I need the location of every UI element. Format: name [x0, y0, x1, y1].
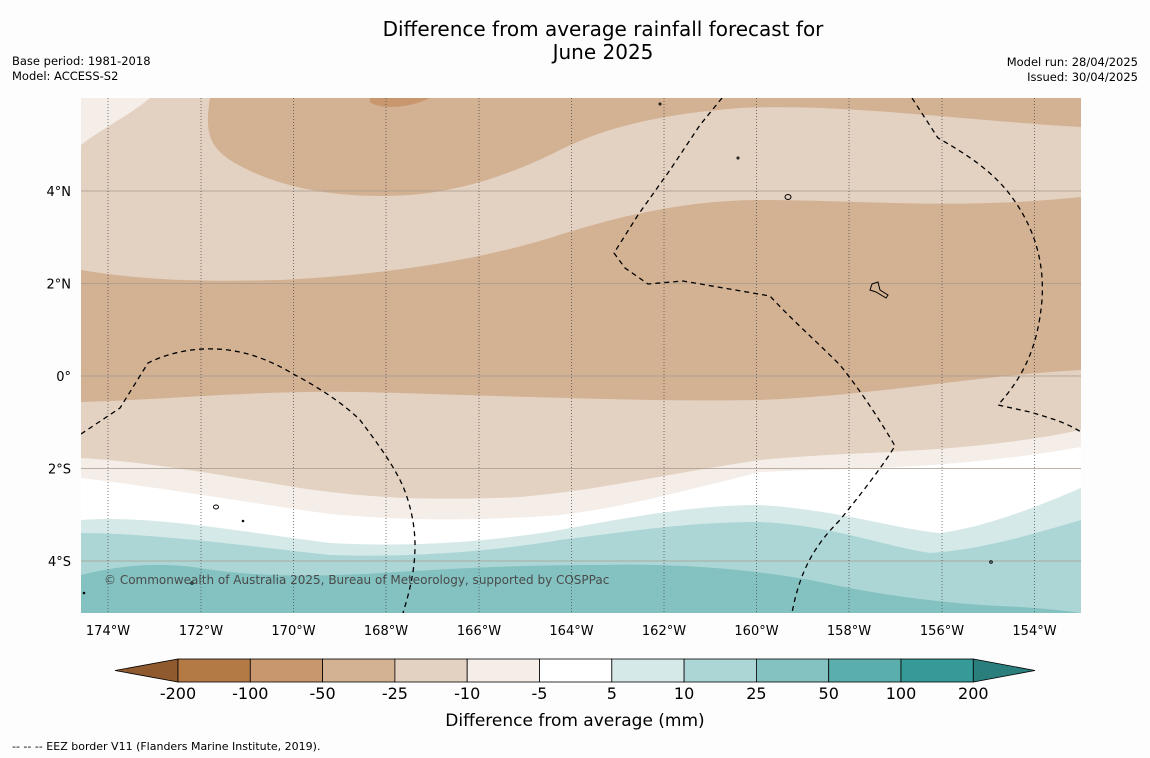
lon-label: 160°W: [734, 624, 778, 639]
band-minus-25-to-minus-10-north: [207, 98, 1081, 196]
colorbar-tick-label: -200: [160, 684, 196, 703]
map-title: Difference from average rainfall forecas…: [300, 18, 906, 64]
model-text: Model: ACCESS-S2: [12, 69, 119, 83]
colorbar-segment: [756, 658, 830, 683]
colorbar-segment: [683, 658, 757, 683]
lon-label: 164°W: [549, 624, 593, 639]
lat-label: 2°S: [48, 463, 71, 478]
island-outline: [241, 519, 245, 523]
lon-label: 156°W: [920, 624, 964, 639]
band-minus-50-to-minus-25-north: [370, 98, 430, 107]
eez-border-central: [613, 98, 896, 613]
graticule: [81, 98, 1081, 613]
band-minus-5-to-5-northwest: [81, 98, 150, 145]
lon-label: 174°W: [86, 624, 130, 639]
colorbar-tick-label: 200: [958, 684, 989, 703]
band-minus-25-to-minus-10-equator: [81, 197, 1081, 402]
lat-label: 0°: [56, 370, 71, 385]
island-outline: [869, 281, 889, 299]
lon-label: 162°W: [642, 624, 686, 639]
latitude-lines: [81, 190, 1081, 562]
colorbar-tick-label: 50: [819, 684, 839, 703]
band-25-to-50: [81, 564, 1081, 613]
colorbar-tick-label: 10: [674, 684, 694, 703]
colorbar-segment: [539, 658, 613, 683]
lon-label: 154°W: [1012, 624, 1056, 639]
rainfall-anomaly-fill: [81, 98, 1081, 613]
colorbar-tick-label: -5: [532, 684, 548, 703]
colorbar-tick-label: -25: [382, 684, 408, 703]
colorbar-tick-label: 25: [746, 684, 766, 703]
colorbar-segment: [900, 658, 974, 683]
lon-label: 168°W: [364, 624, 408, 639]
base-period-text: Base period: 1981-2018: [12, 54, 151, 68]
colorbar-extend-low: [114, 658, 179, 683]
map-title-line2: June 2025: [552, 40, 654, 64]
eez-border-east: [911, 98, 1081, 433]
run-info: Model run: 28/04/2025 Issued: 30/04/2025: [1007, 55, 1138, 85]
island-outline: [82, 591, 86, 595]
island-outline: [190, 581, 194, 585]
islands: [82, 102, 993, 595]
colorbar-extend-high: [972, 658, 1036, 683]
island-outline: [736, 156, 740, 160]
island-outline: [213, 504, 219, 510]
colorbar-tick-label: 100: [886, 684, 917, 703]
colorbar-tick-label: -50: [310, 684, 336, 703]
colorbar-tick-label: -10: [454, 684, 480, 703]
colorbar-title: Difference from average (mm): [445, 711, 704, 731]
lon-label: 170°W: [271, 624, 315, 639]
colorbar-segment: [322, 658, 396, 683]
colorbar-segment: [394, 658, 468, 683]
colorbar: -200 -100 -50 -25 -10 -5 5 10 25 50 100 200: [114, 658, 1036, 703]
island-outline: [784, 194, 792, 200]
island-outline: [658, 102, 662, 106]
eez-legend-note: -- -- -- EEZ border V11 (Flanders Marine…: [12, 740, 321, 753]
map-title-line1: Difference from average rainfall forecas…: [382, 17, 824, 41]
colorbar-tick-label: 5: [607, 684, 617, 703]
lon-label: 158°W: [827, 624, 871, 639]
lat-label: 4°N: [47, 185, 72, 200]
model-info: Base period: 1981-2018 Model: ACCESS-S2: [12, 54, 151, 84]
island-outline: [989, 560, 993, 564]
longitude-labels: 174°W 172°W 170°W 168°W 166°W 164°W 162°…: [86, 624, 1057, 639]
colorbar-segment: [177, 658, 251, 683]
longitude-lines: [107, 98, 1035, 613]
colorbar-tick-label: -100: [232, 684, 268, 703]
latitude-labels: 4°N 2°N 0° 2°S 4°S: [47, 185, 72, 570]
eez-border-southwest: [81, 348, 416, 613]
colorbar-segment: [611, 658, 685, 683]
model-run-text: Model run: 28/04/2025: [1006, 55, 1138, 69]
lat-label: 2°N: [47, 278, 72, 293]
colorbar-segment: [828, 658, 902, 683]
issued-text: Issued: 30/04/2025: [1027, 70, 1138, 84]
copyright-notice: © Commonwealth of Australia 2025, Bureau…: [104, 573, 609, 587]
colorbar-segment: [466, 658, 540, 683]
colorbar-segment: [249, 658, 324, 683]
eez-borders: [81, 98, 1081, 613]
lon-label: 172°W: [179, 624, 223, 639]
lon-label: 166°W: [457, 624, 501, 639]
lat-label: 4°S: [48, 555, 71, 570]
